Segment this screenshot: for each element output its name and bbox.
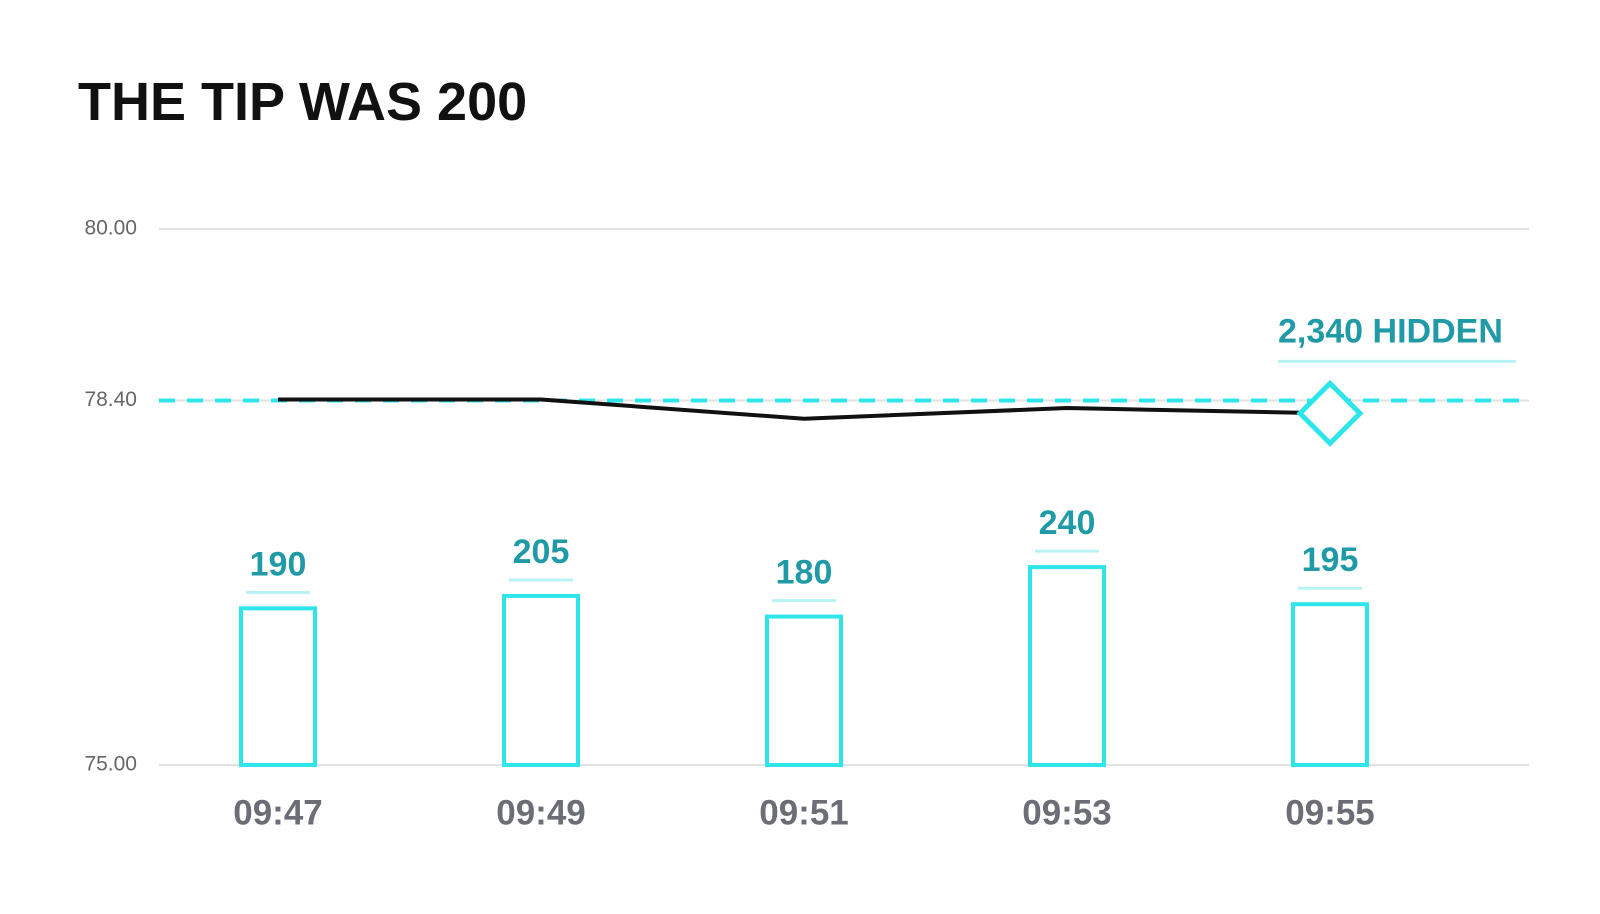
value-label: 195 [1302, 541, 1359, 579]
annotation: 2,340 HIDDEN [1278, 312, 1503, 350]
bar [239, 606, 317, 767]
value-label: 205 [513, 533, 570, 571]
point-marker [1296, 379, 1364, 447]
value-label: 190 [250, 545, 307, 583]
bar [502, 593, 580, 768]
bar [1028, 565, 1106, 767]
value-label: 240 [1039, 504, 1096, 542]
y-tick-label: 78.40 [84, 388, 137, 411]
x-tick-label: 09:49 [496, 793, 586, 832]
x-tick-label: 09:55 [1285, 793, 1375, 832]
line [278, 397, 1331, 421]
chart-title: THE TIP WAS 200 [78, 72, 527, 132]
x-tick-label: 09:47 [233, 793, 323, 832]
y-tick-label: 80.00 [84, 217, 137, 240]
bar [1291, 602, 1369, 768]
y-tick-label: 75.00 [84, 753, 137, 776]
x-tick-label: 09:51 [759, 793, 849, 832]
bar [765, 614, 843, 767]
value-label: 180 [776, 554, 833, 592]
x-tick-label: 09:53 [1022, 793, 1112, 832]
